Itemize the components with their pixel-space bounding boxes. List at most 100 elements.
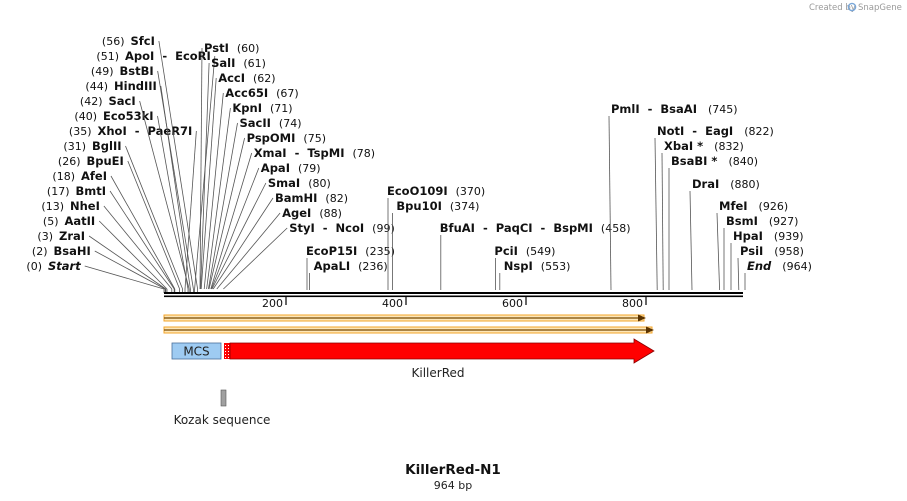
site-bsmi[interactable]: BsmI (927) [723, 214, 798, 290]
site-apali[interactable]: ApaLI (236) [309, 259, 388, 290]
site-aatii[interactable]: AatII (5) [43, 214, 168, 293]
site-position: (235) [365, 245, 395, 258]
site-name: ZraI [59, 229, 85, 243]
site-ecop15i[interactable]: EcoP15I (235) [306, 244, 395, 290]
site-psti[interactable]: PstI (60) [199, 41, 259, 290]
ruler-tick-label: 400 [382, 297, 403, 310]
site-name: HindIII [114, 79, 157, 93]
mcs-label: MCS [183, 345, 209, 359]
site-position: (0) [26, 260, 42, 273]
site-bglii[interactable]: BglII (31) [63, 139, 184, 293]
orf-arrow-1[interactable] [163, 314, 646, 322]
site-name: XmaI - TspMI [254, 146, 345, 160]
site-nhei[interactable]: NheI (13) [41, 199, 173, 293]
site-pcii[interactable]: PciI (549) [494, 244, 555, 290]
site-leader-line [212, 197, 274, 290]
site-position: (5) [43, 215, 59, 228]
site-bmti[interactable]: BmtI (17) [47, 184, 175, 293]
site-start[interactable]: Start (0) [26, 259, 165, 293]
site-name: AgeI [282, 206, 311, 220]
site-position: (26) [58, 155, 81, 168]
feature-killerred[interactable]: KillerRed [224, 338, 655, 380]
site-name: BfuAI - PaqCI - BspMI [440, 221, 593, 235]
site-name: XhoI - PaeR7I [98, 124, 193, 138]
site-position: (939) [774, 230, 804, 243]
site-name: SacI [109, 94, 136, 108]
site-bpuei[interactable]: BpuEI (26) [58, 154, 181, 293]
site-zrai[interactable]: ZraI (3) [37, 229, 167, 293]
site-leader-line [211, 182, 267, 290]
site-bsabi[interactable]: BsaBI * (840) [668, 154, 758, 290]
site-name: BstBI [120, 64, 154, 78]
site-leader-line [103, 205, 173, 290]
site-position: (44) [85, 80, 108, 93]
site-xmai-tspmi[interactable]: XmaI - TspMI (78) [210, 146, 375, 290]
orf-arrows [163, 314, 654, 334]
snapgene-logo-icon [847, 2, 857, 12]
site-leader-line [200, 62, 210, 290]
site-bsahi[interactable]: BsaHI (2) [32, 244, 166, 293]
site-sali[interactable]: SalI (61) [200, 56, 266, 290]
site-pspomi[interactable]: PspOMI (75) [208, 131, 326, 290]
site-leader-line [158, 40, 198, 290]
site-eco53ki[interactable]: Eco53kI (40) [74, 109, 189, 293]
site-name: BsaHI [54, 244, 91, 258]
site-apai[interactable]: ApaI (79) [211, 161, 321, 290]
feature-kozak[interactable]: Kozak sequence [174, 389, 271, 427]
site-smai[interactable]: SmaI (80) [211, 176, 331, 290]
site-leader-line [208, 137, 245, 290]
site-leader-line [157, 70, 194, 290]
site-name: BsmI [726, 214, 758, 228]
site-position: (51) [96, 50, 119, 63]
site-position: (964) [782, 260, 812, 273]
site-afei[interactable]: AfeI (18) [52, 169, 176, 293]
site-name: XbaI * [664, 139, 703, 153]
ruler-tick: 800 [622, 297, 647, 310]
site-kpni[interactable]: KpnI (71) [206, 101, 293, 290]
site-drai[interactable]: DraI (880) [689, 177, 760, 291]
site-bstbi[interactable]: BstBI (49) [91, 64, 194, 293]
site-name: Eco53kI [103, 109, 154, 123]
site-sfci[interactable]: SfcI (56) [102, 34, 199, 293]
site-name: PciI [494, 244, 517, 258]
site-bfuai-paqci-bspmi[interactable]: BfuAI - PaqCI - BspMI (458) [440, 221, 631, 290]
site-sacii[interactable]: SacII (74) [208, 116, 302, 290]
site-hpai[interactable]: HpaI (939) [730, 229, 804, 290]
site-ecoo109i[interactable]: EcoO109I (370) [387, 184, 485, 290]
site-psii[interactable]: PsiI (958) [737, 244, 804, 291]
site-xbai[interactable]: XbaI * (832) [661, 139, 744, 291]
site-name: PsiI [740, 244, 763, 258]
site-position: (549) [526, 245, 556, 258]
site-agei[interactable]: AgeI (88) [216, 206, 342, 290]
site-acci[interactable]: AccI (62) [200, 71, 276, 290]
site-name: SalI [211, 56, 235, 70]
site-name: BpuEI [87, 154, 124, 168]
site-bamhi[interactable]: BamHI (82) [212, 191, 348, 290]
site-name: NotI - EagI [657, 124, 733, 138]
site-leader-line [88, 235, 167, 290]
site-end[interactable]: End (964) [744, 259, 812, 290]
kozak-label: Kozak sequence [174, 413, 271, 427]
orf-arrow-2[interactable] [163, 326, 654, 334]
site-name: PspOMI [247, 131, 296, 145]
site-noti-eagi[interactable]: NotI - EagI (822) [654, 124, 774, 291]
site-nspi[interactable]: NspI (553) [499, 259, 571, 290]
site-mfei[interactable]: MfeI (926) [716, 199, 788, 291]
site-name: BglII [92, 139, 122, 153]
site-leader-line [157, 115, 189, 290]
site-leader-line [200, 77, 217, 290]
site-name: KpnI [232, 101, 262, 115]
site-apoi-ecori[interactable]: ApoI - EcoRI (51) [96, 49, 216, 293]
site-styi-ncoi[interactable]: StyI - NcoI (99) [223, 221, 395, 290]
site-position: (13) [41, 200, 64, 213]
site-position: (71) [270, 102, 293, 115]
site-saci[interactable]: SacI (42) [80, 94, 190, 293]
site-pmli-bsaai[interactable]: PmlI - BsaAI (745) [608, 102, 738, 291]
feature-mcs[interactable]: MCS [171, 342, 222, 360]
site-leader-line [109, 190, 175, 290]
site-name: BmtI [76, 184, 107, 198]
site-acc65i[interactable]: Acc65I (67) [203, 86, 299, 290]
site-bpu10i[interactable]: Bpu10I (374) [391, 199, 479, 290]
site-name: AfeI [81, 169, 107, 183]
site-leader-line [84, 265, 165, 290]
